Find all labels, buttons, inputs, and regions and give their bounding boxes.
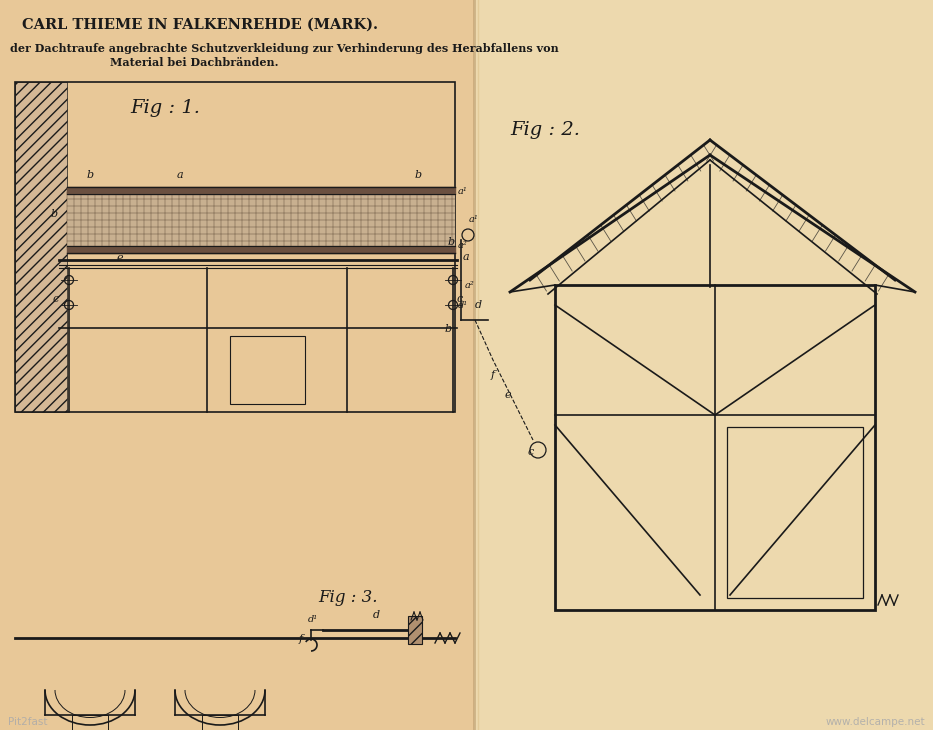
Text: www.delcampe.net: www.delcampe.net — [826, 717, 925, 727]
Bar — [230, 337, 305, 404]
Text: e: e — [505, 390, 511, 400]
Bar — [67, 192, 455, 248]
Text: b: b — [87, 170, 94, 180]
Text: e: e — [117, 253, 124, 263]
Text: der Dachtraufe angebrachte Schutzverkleidung zur Verhinderung des Herabfallens v: der Dachtraufe angebrachte Schutzverklei… — [10, 42, 559, 53]
Text: a²: a² — [465, 281, 475, 290]
Text: d¹: d¹ — [308, 615, 318, 624]
Bar — [202, 715, 238, 730]
Text: c: c — [528, 447, 535, 457]
Text: Pit2fast: Pit2fast — [8, 717, 48, 727]
Text: f: f — [491, 370, 495, 380]
Text: b: b — [415, 170, 422, 180]
Text: Fig : 2.: Fig : 2. — [510, 121, 580, 139]
Text: c: c — [53, 294, 60, 304]
Text: d: d — [373, 610, 380, 620]
Text: CARL THIEME IN FALKENREHDE (MARK).: CARL THIEME IN FALKENREHDE (MARK). — [22, 18, 378, 32]
Bar — [408, 616, 422, 644]
Text: Fig : 1.: Fig : 1. — [130, 99, 200, 117]
Bar — [0, 0, 474, 730]
Text: Fig : 3.: Fig : 3. — [318, 590, 378, 607]
Text: a¹: a¹ — [469, 215, 479, 224]
Text: a: a — [463, 252, 469, 262]
Text: Material bei Dachbränden.: Material bei Dachbränden. — [110, 58, 278, 69]
Text: a²: a² — [458, 241, 467, 250]
Bar — [727, 427, 863, 598]
Text: b: b — [448, 237, 455, 247]
Text: b: b — [445, 324, 453, 334]
Text: a¹: a¹ — [458, 187, 467, 196]
Bar — [72, 715, 108, 730]
Text: a: a — [177, 170, 184, 180]
Text: d: d — [475, 300, 482, 310]
Bar — [555, 285, 875, 610]
Bar — [474, 0, 933, 730]
Text: b: b — [51, 209, 58, 219]
Bar — [15, 82, 67, 412]
Bar — [15, 82, 455, 412]
Text: c: c — [457, 294, 464, 304]
Text: f: f — [299, 634, 303, 644]
Text: d¹: d¹ — [458, 301, 468, 310]
